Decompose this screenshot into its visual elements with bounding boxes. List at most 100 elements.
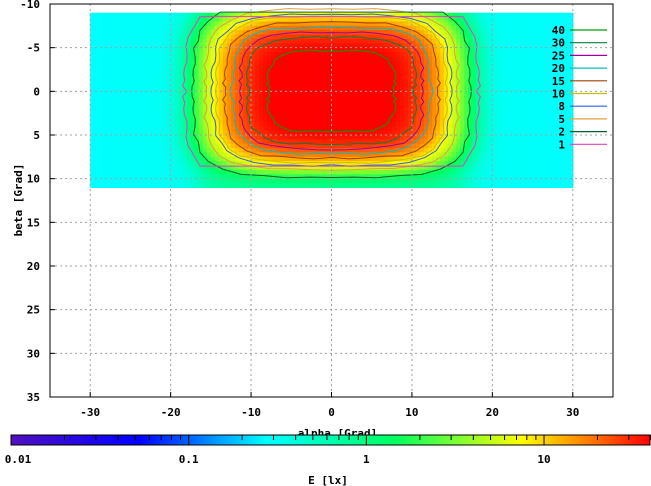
heatmap-cell bbox=[327, 148, 333, 154]
heatmap-cell bbox=[428, 183, 433, 188]
heatmap-cell bbox=[102, 95, 107, 101]
heatmap-cell bbox=[247, 143, 252, 149]
heatmap-cell bbox=[516, 156, 522, 162]
heatmap-cell bbox=[363, 126, 369, 132]
heatmap-cell bbox=[528, 178, 534, 184]
heatmap-cell bbox=[436, 156, 441, 162]
heatmap-cell bbox=[130, 78, 136, 84]
heatmap-cell bbox=[130, 174, 136, 180]
heatmap-cell bbox=[287, 86, 292, 92]
heatmap-cell bbox=[126, 148, 132, 154]
heatmap-cell bbox=[202, 169, 208, 175]
heatmap-cell bbox=[347, 100, 353, 106]
heatmap-cell bbox=[407, 100, 413, 106]
heatmap-cell bbox=[520, 78, 526, 84]
heatmap-cell bbox=[194, 135, 200, 140]
heatmap-cell bbox=[456, 183, 461, 188]
heatmap-cell bbox=[415, 183, 421, 188]
heatmap-cell bbox=[568, 148, 574, 154]
contour-line-2 bbox=[191, 11, 472, 179]
heatmap-cell bbox=[375, 148, 381, 154]
heatmap-cell bbox=[395, 30, 401, 36]
heatmap-cell bbox=[110, 34, 115, 40]
heatmap-cell bbox=[419, 183, 425, 188]
heatmap-cell bbox=[444, 38, 449, 44]
heatmap-cell bbox=[419, 100, 425, 106]
heatmap-cell bbox=[226, 43, 232, 49]
heatmap-cell bbox=[488, 139, 493, 145]
heatmap-cell bbox=[226, 38, 232, 44]
heatmap-cell bbox=[283, 135, 288, 140]
heatmap-cell bbox=[206, 183, 212, 188]
heatmap-cell bbox=[194, 104, 200, 110]
heatmap-cell bbox=[122, 165, 128, 171]
heatmap-cell bbox=[528, 78, 534, 84]
heatmap-cell bbox=[279, 38, 284, 44]
heatmap-cell bbox=[456, 69, 461, 75]
heatmap-cell bbox=[295, 95, 300, 101]
heatmap-cell bbox=[106, 60, 111, 66]
heatmap-cell bbox=[548, 148, 554, 154]
heatmap-cell bbox=[110, 100, 115, 106]
heatmap-cell bbox=[415, 38, 421, 44]
heatmap-cell bbox=[339, 21, 345, 27]
heatmap-cell bbox=[234, 169, 240, 175]
heatmap-cell bbox=[403, 148, 409, 154]
heatmap-cell bbox=[428, 30, 433, 36]
heatmap-cell bbox=[456, 161, 461, 167]
heatmap-cell bbox=[548, 65, 554, 71]
heatmap-cell bbox=[363, 148, 369, 154]
heatmap-cell bbox=[516, 135, 522, 140]
heatmap-cell bbox=[130, 135, 136, 140]
heatmap-cell bbox=[524, 30, 530, 36]
heatmap-cell bbox=[351, 100, 357, 106]
heatmap-cell bbox=[488, 148, 493, 154]
heatmap-cell bbox=[460, 178, 465, 184]
heatmap-cell bbox=[186, 174, 192, 180]
heatmap-cell bbox=[512, 91, 518, 97]
heatmap-cell bbox=[548, 178, 554, 184]
heatmap-cell bbox=[190, 169, 196, 175]
heatmap-cell bbox=[532, 148, 538, 154]
heatmap-cell bbox=[367, 130, 373, 136]
heatmap-cell bbox=[460, 86, 465, 92]
heatmap-cell bbox=[508, 52, 514, 57]
heatmap-cell bbox=[407, 43, 413, 49]
heatmap-cell bbox=[440, 113, 445, 119]
heatmap-cell bbox=[307, 130, 312, 136]
heatmap-cell bbox=[234, 174, 240, 180]
heatmap-cell bbox=[283, 156, 288, 162]
heatmap-cell bbox=[230, 130, 236, 136]
heatmap-cell bbox=[500, 183, 506, 188]
heatmap-cell bbox=[218, 21, 224, 27]
heatmap-cell bbox=[94, 161, 99, 167]
heatmap-cell bbox=[251, 82, 256, 88]
heatmap-cell bbox=[448, 38, 453, 44]
heatmap-cell bbox=[468, 65, 473, 71]
heatmap-cell bbox=[512, 113, 518, 119]
heatmap-cell bbox=[484, 178, 489, 184]
heatmap-cell bbox=[468, 174, 473, 180]
heatmap-cell bbox=[419, 178, 425, 184]
heatmap-cell bbox=[162, 161, 168, 167]
heatmap-cell bbox=[194, 178, 200, 184]
heatmap-cell bbox=[186, 82, 192, 88]
heatmap-cell bbox=[198, 21, 204, 27]
heatmap-cell bbox=[512, 21, 518, 27]
heatmap-cell bbox=[126, 126, 132, 132]
heatmap-cell bbox=[488, 43, 493, 49]
heatmap-cell bbox=[234, 104, 240, 110]
heatmap-cell bbox=[166, 73, 172, 79]
heatmap-cell bbox=[500, 148, 506, 154]
heatmap-cell bbox=[239, 65, 244, 71]
heatmap-cell bbox=[428, 47, 433, 53]
heatmap-cell bbox=[182, 117, 188, 123]
heatmap-cell bbox=[150, 135, 156, 140]
heatmap-cell bbox=[319, 17, 325, 23]
heatmap-cell bbox=[536, 30, 542, 36]
heatmap-cell bbox=[460, 100, 465, 106]
heatmap-cell bbox=[411, 47, 417, 53]
heatmap-cell bbox=[548, 139, 554, 145]
heatmap-cell bbox=[395, 43, 401, 49]
heatmap-cell bbox=[488, 34, 493, 40]
